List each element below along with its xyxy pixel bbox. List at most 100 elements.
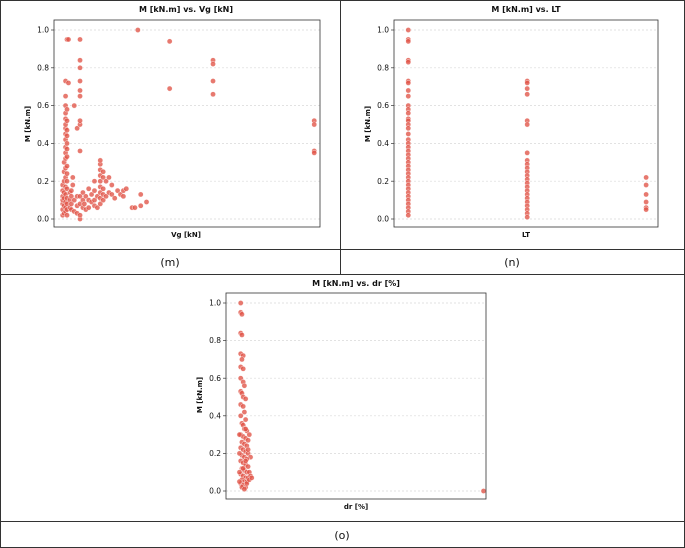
chart-m-point	[65, 36, 72, 43]
chart-m-point	[64, 127, 70, 133]
chart-m-point	[100, 185, 106, 192]
chart-o-point	[236, 478, 243, 485]
chart-o-point	[241, 409, 248, 415]
chart-m-point	[68, 187, 75, 194]
chart-n-ylabel: M [kN.m]	[364, 106, 372, 142]
chart-n-point	[405, 110, 412, 116]
chart-m-axes-frame	[53, 19, 321, 228]
chart-n-axes-frame	[393, 19, 659, 228]
chart-m-point	[62, 93, 69, 99]
caption-o: (o)	[334, 529, 349, 542]
chart-n-ytick-label: 0.6	[377, 101, 389, 110]
chart-o-point	[239, 332, 245, 338]
chart-m-point	[77, 87, 83, 94]
chart-o-point	[237, 412, 244, 419]
chart-m-point	[64, 163, 70, 169]
chart-m-point	[88, 191, 95, 198]
chart-m-point	[64, 140, 70, 147]
chart-o-ylabel: M [kN.m]	[196, 377, 204, 413]
chart-m-point	[91, 197, 98, 203]
chart-m-point	[77, 57, 83, 64]
chart-o-point	[242, 416, 249, 423]
chart-o-point	[245, 463, 251, 470]
chart-m-point	[64, 170, 70, 177]
chart-m-point	[100, 197, 106, 203]
chart-m-point	[103, 193, 109, 200]
chart-o-point	[239, 311, 245, 318]
chart-m-point	[123, 185, 130, 192]
chart-m-point	[64, 153, 70, 160]
chart-m-point	[80, 189, 86, 196]
chart-m-xlabel: Vg [kN]	[171, 231, 201, 239]
chart-n-point	[405, 93, 412, 99]
chart-m-points	[59, 27, 318, 222]
chart-m-point	[311, 150, 318, 156]
chart-m-point	[64, 133, 70, 139]
chart-o-point	[239, 356, 245, 363]
chart-n-point	[643, 182, 649, 188]
chart-m-point	[97, 157, 104, 164]
chart-n-point	[524, 80, 530, 86]
chart-m-point	[91, 187, 98, 194]
chart-o-point	[480, 488, 487, 494]
chart-m-point	[137, 191, 144, 198]
chart-n-point	[524, 91, 530, 98]
chart-m-point	[166, 85, 173, 92]
chart-n-point	[524, 150, 530, 156]
chart-n-yticks: 0.0 0.2 0.4 0.6 0.8 1.0	[377, 26, 394, 224]
chart-m-point	[100, 168, 106, 175]
chart-o-point	[245, 437, 251, 444]
chart-n-ytick-label: 1.0	[377, 26, 389, 35]
chart-m-ytick-label: 0.6	[37, 101, 49, 110]
chart-m-point	[109, 191, 115, 198]
chart-o-points	[236, 300, 487, 494]
chart-n-point	[405, 80, 412, 86]
chart-n-point	[524, 85, 530, 92]
chart-o: M [kN.m] vs. dr [%] dr [%] M [kN.m] 0.00…	[196, 279, 487, 511]
chart-m-point	[77, 193, 83, 200]
chart-m-title: M [kN.m] vs. Vg [kN]	[139, 5, 233, 14]
chart-m-point	[85, 185, 92, 192]
chart-o-point	[236, 450, 243, 457]
chart-m-point	[64, 178, 70, 184]
chart-n-point	[524, 121, 530, 128]
chart-m-ytick-label: 0.8	[37, 63, 49, 72]
chart-o-point	[246, 431, 253, 438]
chart-n-ytick-label: 0.4	[377, 139, 389, 148]
chart-n-grid	[394, 29, 658, 220]
chart-m-ytick-label: 0.0	[37, 215, 49, 224]
chart-m-point	[77, 93, 83, 99]
chart-m-point	[166, 38, 173, 45]
chart-o-point	[241, 382, 248, 389]
chart-m-point	[64, 146, 70, 152]
chart-m-point	[68, 193, 75, 200]
chart-m-point	[97, 201, 104, 207]
chart-m-ytick-label: 1.0	[37, 26, 49, 35]
caption-n: (n)	[504, 256, 520, 269]
chart-n-point	[405, 131, 412, 137]
chart-o-xlabel: dr [%]	[344, 503, 368, 511]
chart-o-ytick-label: 0.0	[209, 487, 221, 496]
chart-n-ytick-label: 0.0	[377, 215, 389, 224]
chart-m-point	[77, 36, 83, 43]
chart-m-point	[311, 121, 318, 128]
chart-o-point	[240, 403, 246, 410]
chart-m-point	[64, 117, 70, 124]
chart-m-point	[210, 91, 216, 98]
chart-o-point	[248, 475, 255, 481]
chart-o-ytick-label: 0.6	[209, 374, 221, 383]
chart-n-points	[405, 27, 649, 220]
chart-n-point	[643, 191, 649, 198]
chart-m-point	[64, 106, 70, 113]
chart-m-point	[74, 125, 80, 132]
chart-o-point	[236, 431, 243, 438]
chart-o-point	[236, 469, 243, 476]
chart-m-point	[81, 201, 88, 207]
chart-o-axes-frame	[225, 292, 487, 500]
chart-n-point	[405, 125, 412, 132]
chart-n-point	[405, 38, 412, 45]
chart-m-point	[69, 182, 76, 188]
chart-m-point	[65, 80, 72, 86]
chart-m-point	[77, 65, 83, 71]
chart-m-yticks: 0.0 0.2 0.4 0.6 0.8 1.0	[37, 26, 54, 224]
